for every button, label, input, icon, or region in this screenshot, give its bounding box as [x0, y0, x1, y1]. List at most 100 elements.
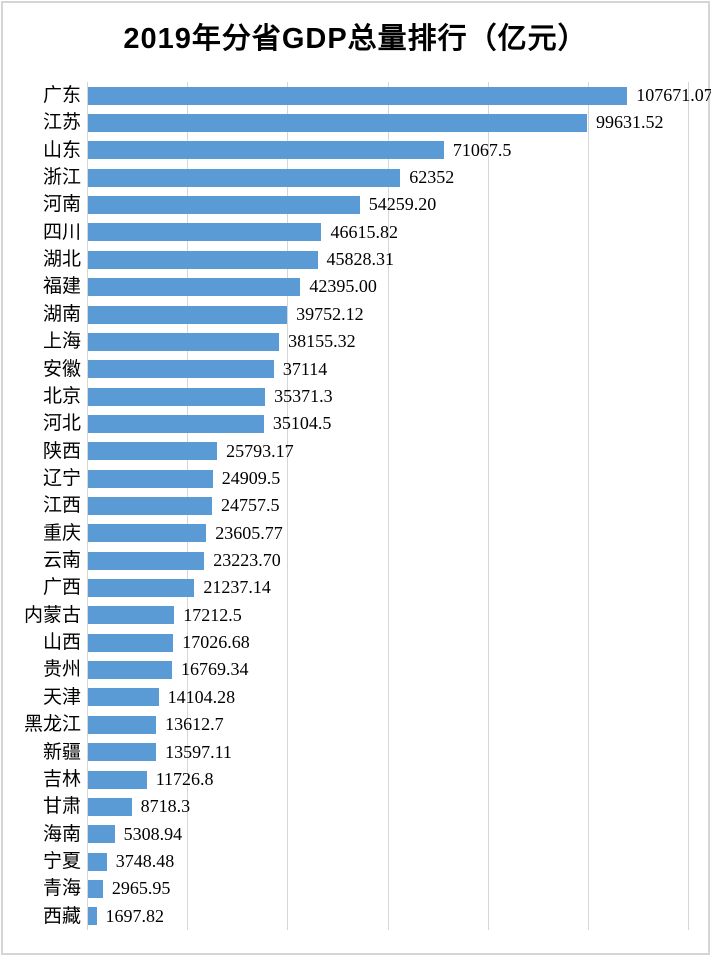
value-label: 71067.5	[452, 139, 512, 160]
value-label: 99631.52	[595, 112, 664, 133]
x-gridline	[387, 82, 389, 930]
bar	[88, 688, 159, 707]
category-label: 海南	[42, 823, 81, 845]
value-label: 2965.95	[111, 878, 171, 899]
category-label: 重庆	[42, 522, 81, 544]
category-label: 内蒙古	[23, 604, 81, 626]
value-label: 17212.5	[183, 604, 242, 625]
bar	[88, 633, 174, 652]
category-label: 河南	[42, 194, 81, 216]
bar-row: 62352	[87, 164, 689, 191]
bar-row: 38155.32	[87, 328, 689, 355]
bar	[88, 524, 207, 543]
value-label: 54259.20	[368, 194, 437, 215]
bar	[88, 442, 218, 461]
value-label: 39752.12	[296, 303, 364, 324]
chart-title: 2019年分省GDP总量排行（亿元）	[123, 23, 588, 55]
value-label: 46615.82	[330, 221, 398, 242]
bar-row: 23605.77	[87, 520, 689, 547]
bar	[88, 661, 172, 680]
bar-row: 35104.5	[87, 410, 689, 437]
bar	[88, 305, 288, 324]
bar	[88, 579, 195, 598]
value-label: 107671.07	[636, 85, 711, 105]
bar-row: 39752.12	[87, 301, 689, 328]
bar	[88, 715, 157, 734]
bar-row: 25793.17	[87, 438, 689, 465]
bar-row: 17212.5	[87, 602, 689, 629]
category-label: 甘肃	[42, 796, 81, 818]
bar-row: 46615.82	[87, 219, 689, 246]
value-label: 14104.28	[167, 686, 236, 707]
bar-row: 42395.00	[87, 273, 689, 300]
bar-row: 71067.5	[87, 137, 689, 164]
category-label: 福建	[42, 276, 81, 298]
bar	[88, 332, 280, 351]
category-label: 江西	[42, 495, 81, 517]
category-label: 云南	[42, 550, 81, 572]
bar	[88, 387, 266, 406]
bar-row: 2965.95	[87, 875, 689, 902]
bar-row: 5308.94	[87, 821, 689, 848]
bar	[88, 223, 322, 242]
bar-row: 54259.20	[87, 191, 689, 218]
bar-row: 17026.68	[87, 629, 689, 656]
bar	[88, 606, 175, 625]
bar	[88, 879, 103, 898]
value-label: 17026.68	[182, 632, 250, 653]
bar	[88, 551, 205, 570]
category-label: 新疆	[42, 741, 81, 763]
bar	[88, 278, 301, 297]
bar	[88, 496, 212, 515]
x-gridline	[487, 82, 489, 930]
bar	[88, 250, 318, 269]
category-label: 广东	[42, 85, 81, 106]
plot-area: 107671.07 99631.52 71067.5 62352 54259.20 466…	[87, 82, 711, 930]
value-label: 23605.77	[215, 522, 283, 543]
bar-row: 99631.52	[87, 109, 689, 136]
value-label: 3748.48	[115, 850, 175, 871]
bar	[88, 86, 628, 105]
bar-row: 23223.70	[87, 547, 689, 574]
x-gridline	[287, 82, 289, 930]
category-label: 黑龙江	[23, 714, 81, 736]
bar	[88, 196, 360, 215]
category-label: 吉林	[42, 768, 81, 790]
value-label: 13597.11	[165, 741, 232, 762]
category-label: 浙江	[42, 167, 81, 189]
category-label: 青海	[42, 878, 81, 900]
bar-row: 16769.34	[87, 656, 689, 683]
x-gridline	[587, 82, 589, 930]
category-axis: 广东 江苏 山东 浙江 河南 四川 湖北 福建 湖南 上海 安徽 北京 河北 陕西 辽宁 江西 重庆 云南 广西 内蒙…	[3, 82, 81, 930]
bar-row: 14104.28	[87, 684, 689, 711]
value-label: 5308.94	[123, 823, 183, 844]
value-label: 8718.3	[140, 796, 191, 817]
bar-row: 45828.31	[87, 246, 689, 273]
value-label: 37114	[282, 358, 328, 379]
category-label: 湖北	[42, 249, 81, 271]
value-label: 25793.17	[226, 440, 294, 461]
category-label: 陕西	[42, 440, 81, 462]
value-label: 21237.14	[203, 577, 271, 598]
value-label: 35371.3	[274, 385, 333, 406]
bar	[88, 770, 147, 789]
value-label: 16769.34	[180, 659, 249, 680]
bar-row: 35371.3	[87, 383, 689, 410]
category-label: 广西	[42, 577, 81, 599]
bar	[88, 360, 274, 379]
category-label: 山西	[42, 632, 81, 654]
category-label: 宁夏	[42, 850, 81, 872]
value-label: 24909.5	[221, 467, 281, 488]
bar-row: 3748.48	[87, 848, 689, 875]
value-label: 23223.70	[213, 550, 281, 571]
bar-row: 24757.5	[87, 492, 689, 519]
value-label: 13612.7	[165, 714, 224, 735]
category-label: 北京	[42, 385, 81, 407]
bar-row: 1697.82	[87, 903, 689, 930]
category-label: 四川	[42, 221, 81, 243]
bar-row: 37114	[87, 356, 689, 383]
bar-row: 8718.3	[87, 793, 689, 820]
value-label: 24757.5	[220, 495, 280, 516]
category-label: 贵州	[42, 659, 81, 681]
